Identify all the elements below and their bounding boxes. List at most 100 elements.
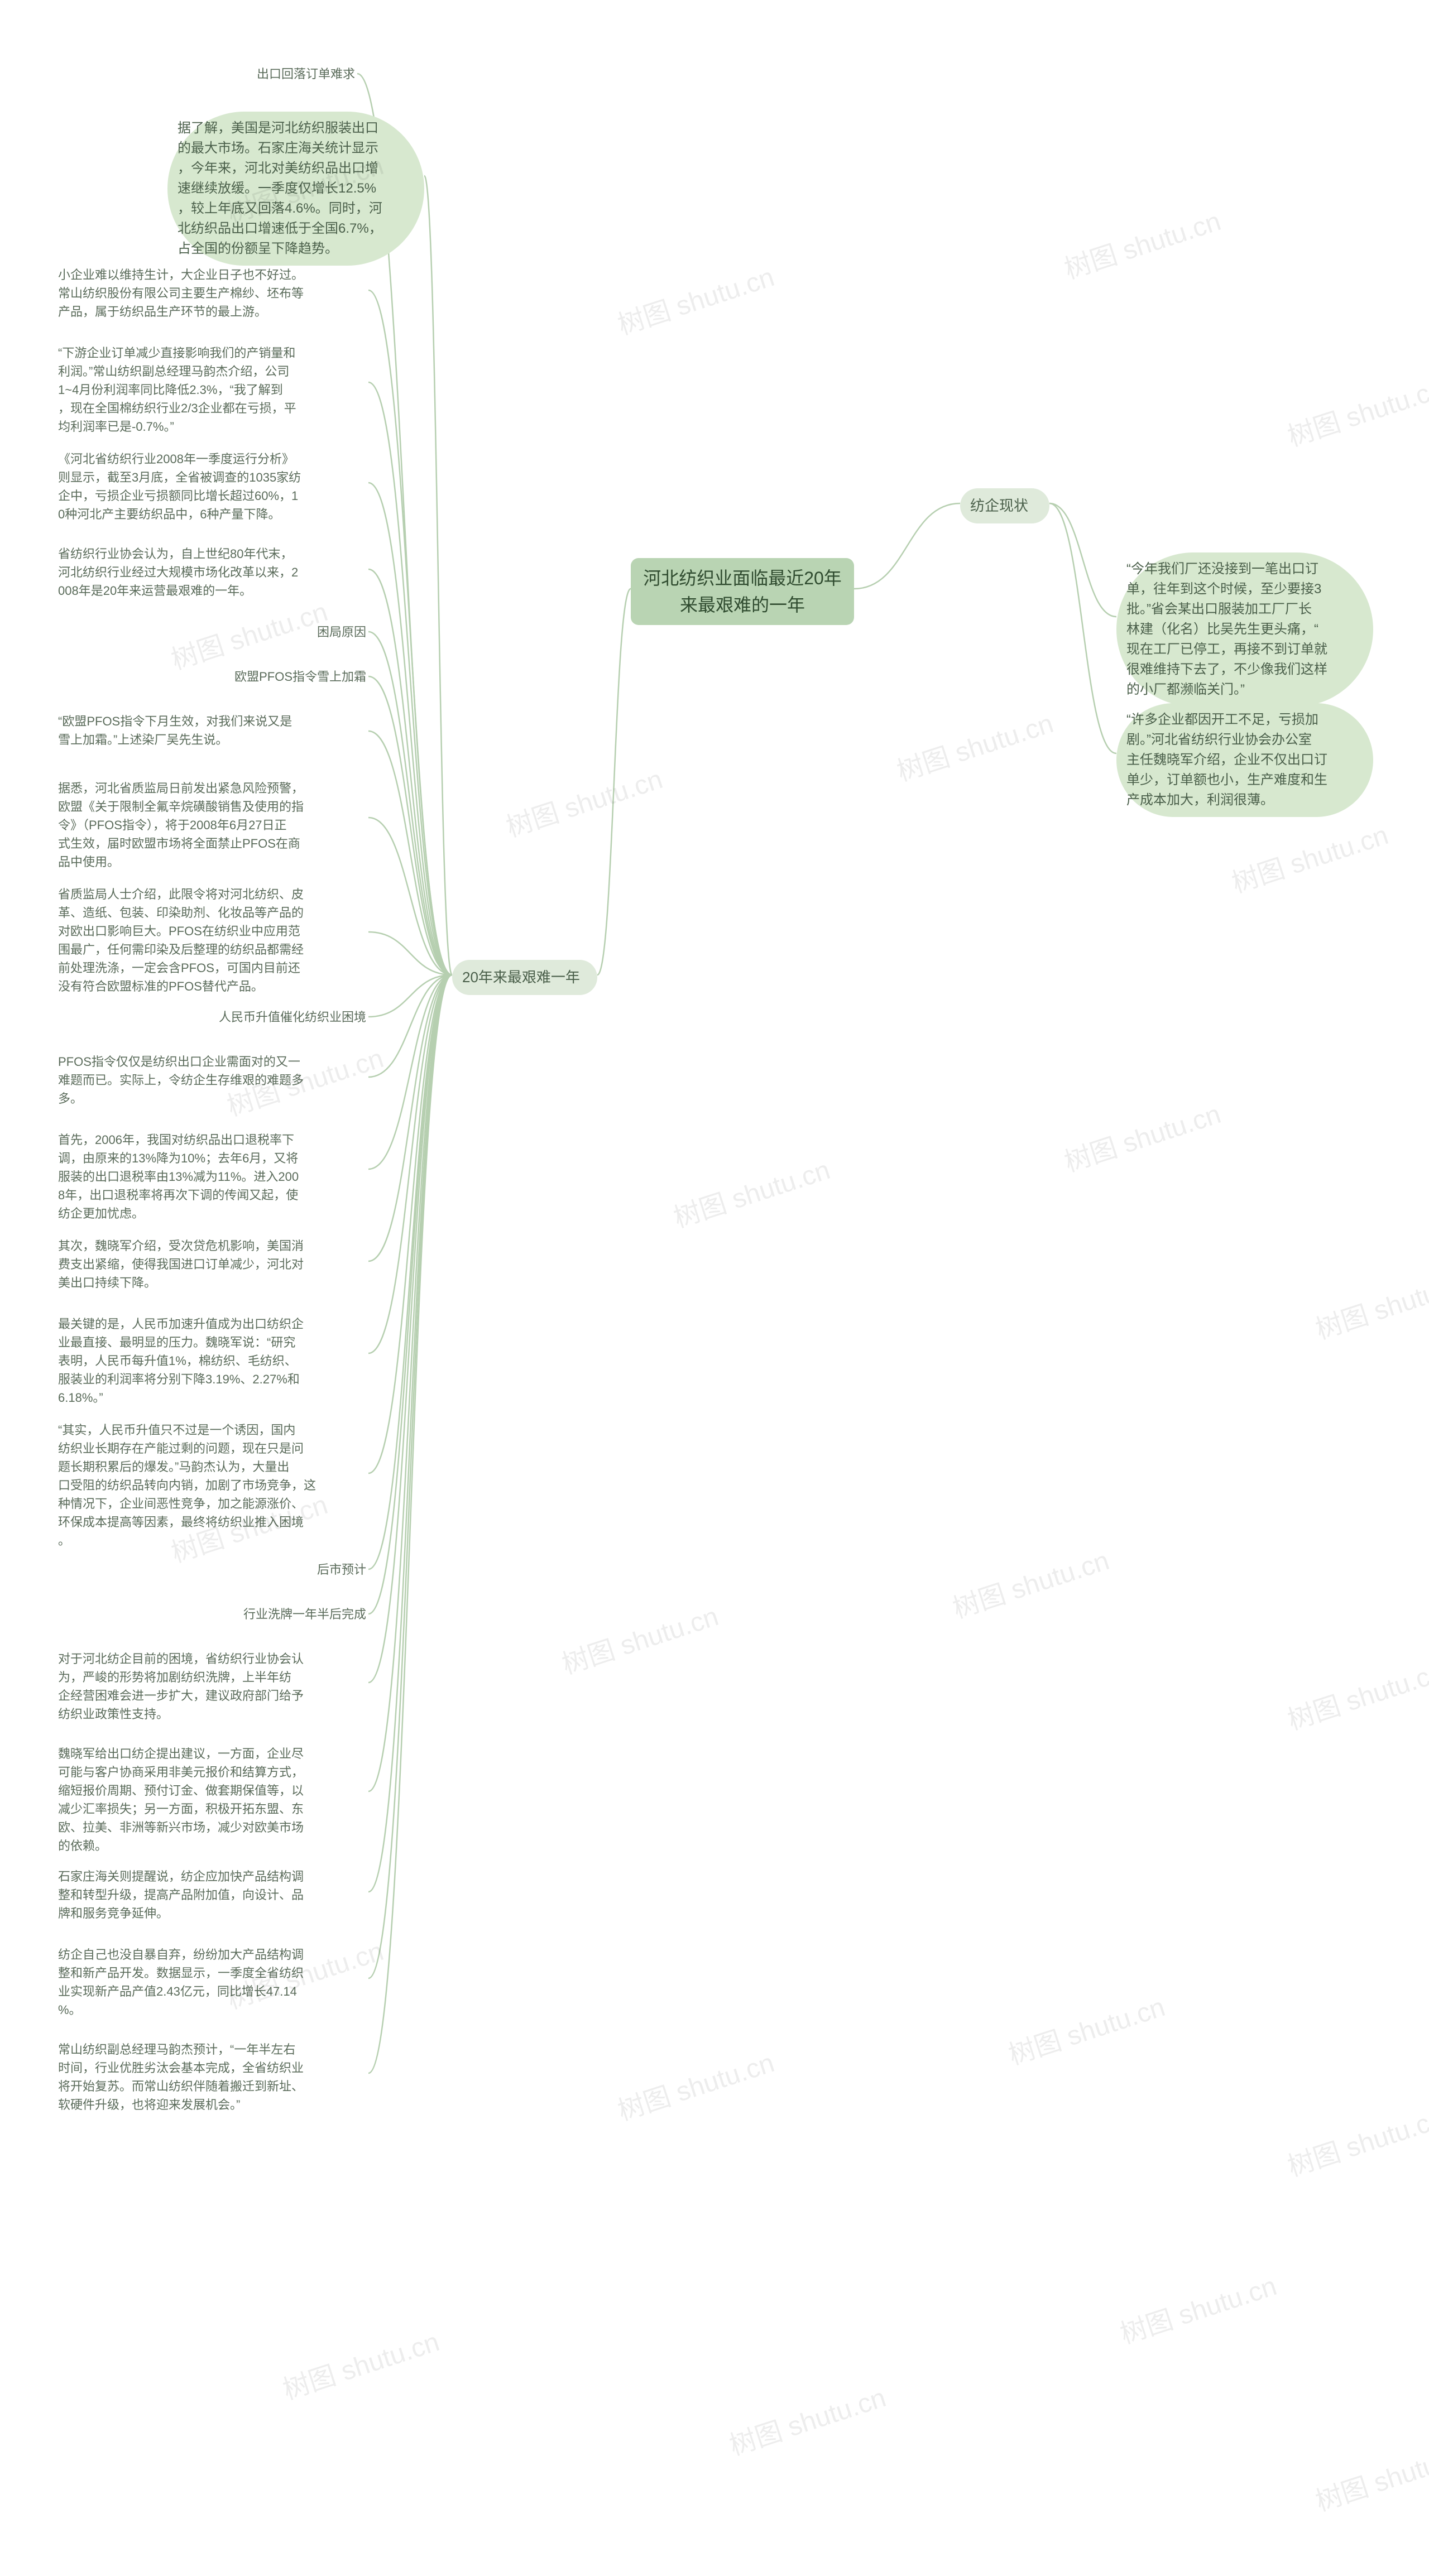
- edge: [368, 569, 452, 975]
- edge: [368, 975, 452, 1683]
- edge: [368, 975, 452, 1261]
- root-node: 河北纺织业面临最近20年来最艰难的一年: [631, 558, 854, 625]
- edge: [368, 975, 452, 2073]
- watermark: 树图 shutu.cn: [1310, 2431, 1429, 2519]
- node-text: 对于河北纺企目前的困境，省纺织行业协会认为，严峻的形势将加剧纺织洗牌，上半年纺企…: [56, 1646, 368, 1727]
- watermark: 树图 shutu.cn: [1226, 813, 1392, 900]
- edge: [368, 483, 452, 975]
- node-text: 首先，2006年，我国对纺织品出口退税率下调，由原来的13%降为10%；去年6月…: [56, 1127, 368, 1226]
- node-text: “欧盟PFOS指令下月生效，对我们来说又是雪上加霜。”上述染厂吴先生说。: [56, 709, 368, 752]
- watermark: 树图 shutu.cn: [723, 2376, 890, 2463]
- edge: [368, 975, 452, 1169]
- leaf-node-b2c9: PFOS指令仅仅是纺织出口企业需面对的又一难题而已。实际上，令纺企生存维艰的难题…: [56, 1049, 368, 1111]
- watermark: 树图 shutu.cn: [500, 757, 666, 844]
- leaf-node-b2c8: 省质监局人士介绍，此限令将对河北纺织、皮革、造纸、包装、印染助剂、化妆品等产品的…: [56, 882, 368, 999]
- watermark: 树图 shutu.cn: [1282, 367, 1429, 454]
- edge: [597, 589, 631, 975]
- leaf-node-b2c7: 据悉，河北省质监局日前发出紧急风险预警，欧盟《关于限制全氟辛烷磺酸销售及使用的指…: [56, 776, 368, 874]
- watermark: 树图 shutu.cn: [556, 1594, 722, 1681]
- leaf-node-b2h5: 行业洗牌一年半后完成: [195, 1602, 368, 1627]
- watermark: 树图 shutu.cn: [1058, 199, 1225, 286]
- node-text: PFOS指令仅仅是纺织出口企业需面对的又一难题而已。实际上，令纺企生存维艰的难题…: [56, 1049, 368, 1111]
- leaf-node-b2h1: 困局原因: [290, 619, 368, 645]
- edge: [368, 975, 452, 1791]
- edge: [424, 176, 452, 975]
- leaf-node-b2h2: 欧盟PFOS指令雪上加霜: [195, 664, 368, 689]
- watermark: 树图 shutu.cn: [1058, 1092, 1225, 1179]
- node-text: 《河北省纺织行业2008年一季度运行分析》则显示，截至3月底，全省被调查的103…: [56, 446, 368, 527]
- node-text: 河北纺织业面临最近20年来最艰难的一年: [631, 558, 854, 625]
- edge: [368, 382, 452, 975]
- leaf-node-b1c1: “今年我们厂还没接到一笔出口订单，往年到这个时候，至少要接3批。”省会某出口服装…: [1116, 552, 1373, 707]
- watermark: 树图 shutu.cn: [277, 2320, 443, 2407]
- leaf-node-b2c16: 石家庄海关则提醒说，纺企应加快产品结构调整和转型升级，提高产品附加值，向设计、品…: [56, 1864, 368, 1926]
- watermark: 树图 shutu.cn: [612, 2041, 778, 2128]
- node-text: 人民币升值催化纺织业困境: [173, 1005, 368, 1030]
- watermark: 树图 shutu.cn: [1282, 1650, 1429, 1737]
- edge: [1049, 503, 1116, 753]
- node-text: “其实，人民币升值只不过是一个诱因，国内纺织业长期存在产能过剩的问题，现在只是问…: [56, 1417, 368, 1553]
- edge: [854, 503, 960, 589]
- node-text: 出口回落订单难求: [223, 61, 357, 86]
- node-text: 其次，魏晓军介绍，受次贷危机影响，美国消费支出紧缩，使得我国进口订单减少，河北对…: [56, 1233, 368, 1295]
- node-text: 据悉，河北省质监局日前发出紧急风险预警，欧盟《关于限制全氟辛烷磺酸销售及使用的指…: [56, 776, 368, 874]
- node-text: 省纺织行业协会认为，自上世纪80年代末，河北纺织行业经过大规模市场化改革以来，2…: [56, 541, 368, 603]
- node-text: 石家庄海关则提醒说，纺企应加快产品结构调整和转型升级，提高产品附加值，向设计、品…: [56, 1864, 368, 1926]
- watermark: 树图 shutu.cn: [1003, 1985, 1169, 2072]
- leaf-node-b2h4: 后市预计: [290, 1557, 368, 1582]
- leaf-node-b2c0: 出口回落订单难求: [223, 61, 357, 86]
- node-text: “许多企业都因开工不足，亏损加剧。”河北省纺织行业协会办公室主任魏晓军介绍，企业…: [1116, 703, 1373, 817]
- edge: [368, 676, 452, 975]
- node-text: 欧盟PFOS指令雪上加霜: [195, 664, 368, 689]
- node-text: 20年来最艰难一年: [452, 960, 597, 995]
- node-text: 纺企现状: [960, 488, 1049, 523]
- leaf-node-b2c2: 小企业难以维持生计，大企业日子也不好过。常山纺织股份有限公司主要生产棉纱、坯布等…: [56, 262, 368, 324]
- node-text: 据了解，美国是河北纺织服装出口的最大市场。石家庄海关统计显示，今年来，河北对美纺…: [167, 112, 424, 266]
- watermark: 树图 shutu.cn: [1114, 2264, 1281, 2351]
- edge: [368, 975, 452, 1473]
- leaf-node-b2c13: “其实，人民币升值只不过是一个诱因，国内纺织业长期存在产能过剩的问题，现在只是问…: [56, 1417, 368, 1553]
- edge: [368, 975, 452, 1978]
- leaf-node-b2c4: 《河北省纺织行业2008年一季度运行分析》则显示，截至3月底，全省被调查的103…: [56, 446, 368, 527]
- leaf-node-b2c5: 省纺织行业协会认为，自上世纪80年代末，河北纺织行业经过大规模市场化改革以来，2…: [56, 541, 368, 603]
- edge: [368, 975, 452, 1614]
- leaf-node-b2c11: 其次，魏晓军介绍，受次贷危机影响，美国消费支出紧缩，使得我国进口订单减少，河北对…: [56, 1233, 368, 1295]
- leaf-node-b2c17: 纺企自己也没自暴自弃，纷纷加大产品结构调整和新产品开发。数据显示，一季度全省纺织…: [56, 1942, 368, 2022]
- node-text: 最关键的是，人民币加速升值成为出口纺织企业最直接、最明显的压力。魏晓军说：“研究…: [56, 1311, 368, 1410]
- edge: [368, 975, 452, 1892]
- edge: [368, 975, 452, 1077]
- node-text: 后市预计: [290, 1557, 368, 1582]
- leaf-node-b2c1: 据了解，美国是河北纺织服装出口的最大市场。石家庄海关统计显示，今年来，河北对美纺…: [167, 112, 424, 266]
- watermark: 树图 shutu.cn: [668, 1148, 834, 1235]
- leaf-node-b2c14: 对于河北纺企目前的困境，省纺织行业协会认为，严峻的形势将加剧纺织洗牌，上半年纺企…: [56, 1646, 368, 1727]
- leaf-node-b2c3: “下游企业订单减少直接影响我们的产销量和利润。”常山纺织副总经理马韵杰介绍，公司…: [56, 340, 368, 439]
- edge: [368, 818, 452, 975]
- edge: [368, 632, 452, 975]
- watermark: 树图 shutu.cn: [1310, 1260, 1429, 1347]
- leaf-node-b1c2: “许多企业都因开工不足，亏损加剧。”河北省纺织行业协会办公室主任魏晓军介绍，企业…: [1116, 703, 1373, 817]
- leaf-node-b2c6: “欧盟PFOS指令下月生效，对我们来说又是雪上加霜。”上述染厂吴先生说。: [56, 709, 368, 752]
- node-text: “今年我们厂还没接到一笔出口订单，往年到这个时候，至少要接3批。”省会某出口服装…: [1116, 552, 1373, 707]
- node-text: 魏晓军给出口纺企提出建议，一方面，企业尽可能与客户协商采用非美元报价和结算方式，…: [56, 1741, 368, 1858]
- branch-node-b1: 纺企现状: [960, 488, 1049, 523]
- edge: [368, 975, 452, 1569]
- edge: [368, 932, 452, 975]
- branch-node-b2: 20年来最艰难一年: [452, 960, 597, 995]
- node-text: “下游企业订单减少直接影响我们的产销量和利润。”常山纺织副总经理马韵杰介绍，公司…: [56, 340, 368, 439]
- edge: [368, 975, 452, 1353]
- leaf-node-b2c12: 最关键的是，人民币加速升值成为出口纺织企业最直接、最明显的压力。魏晓军说：“研究…: [56, 1311, 368, 1410]
- node-text: 常山纺织副总经理马韵杰预计，“一年半左右时间，行业优胜劣汰会基本完成，全省纺织业…: [56, 2037, 368, 2117]
- node-text: 行业洗牌一年半后完成: [195, 1602, 368, 1627]
- node-text: 困局原因: [290, 619, 368, 645]
- leaf-node-b2c10: 首先，2006年，我国对纺织品出口退税率下调，由原来的13%降为10%；去年6月…: [56, 1127, 368, 1226]
- edge: [1049, 503, 1116, 617]
- node-text: 省质监局人士介绍，此限令将对河北纺织、皮革、造纸、包装、印染助剂、化妆品等产品的…: [56, 882, 368, 999]
- node-text: 纺企自己也没自暴自弃，纷纷加大产品结构调整和新产品开发。数据显示，一季度全省纺织…: [56, 1942, 368, 2022]
- edge: [368, 731, 452, 975]
- leaf-node-b2c18: 常山纺织副总经理马韵杰预计，“一年半左右时间，行业优胜劣汰会基本完成，全省纺织业…: [56, 2037, 368, 2117]
- edge: [368, 975, 452, 1017]
- edge: [368, 290, 452, 975]
- watermark: 树图 shutu.cn: [1282, 2097, 1429, 2184]
- leaf-node-b2c15: 魏晓军给出口纺企提出建议，一方面，企业尽可能与客户协商采用非美元报价和结算方式，…: [56, 1741, 368, 1858]
- watermark: 树图 shutu.cn: [612, 255, 778, 342]
